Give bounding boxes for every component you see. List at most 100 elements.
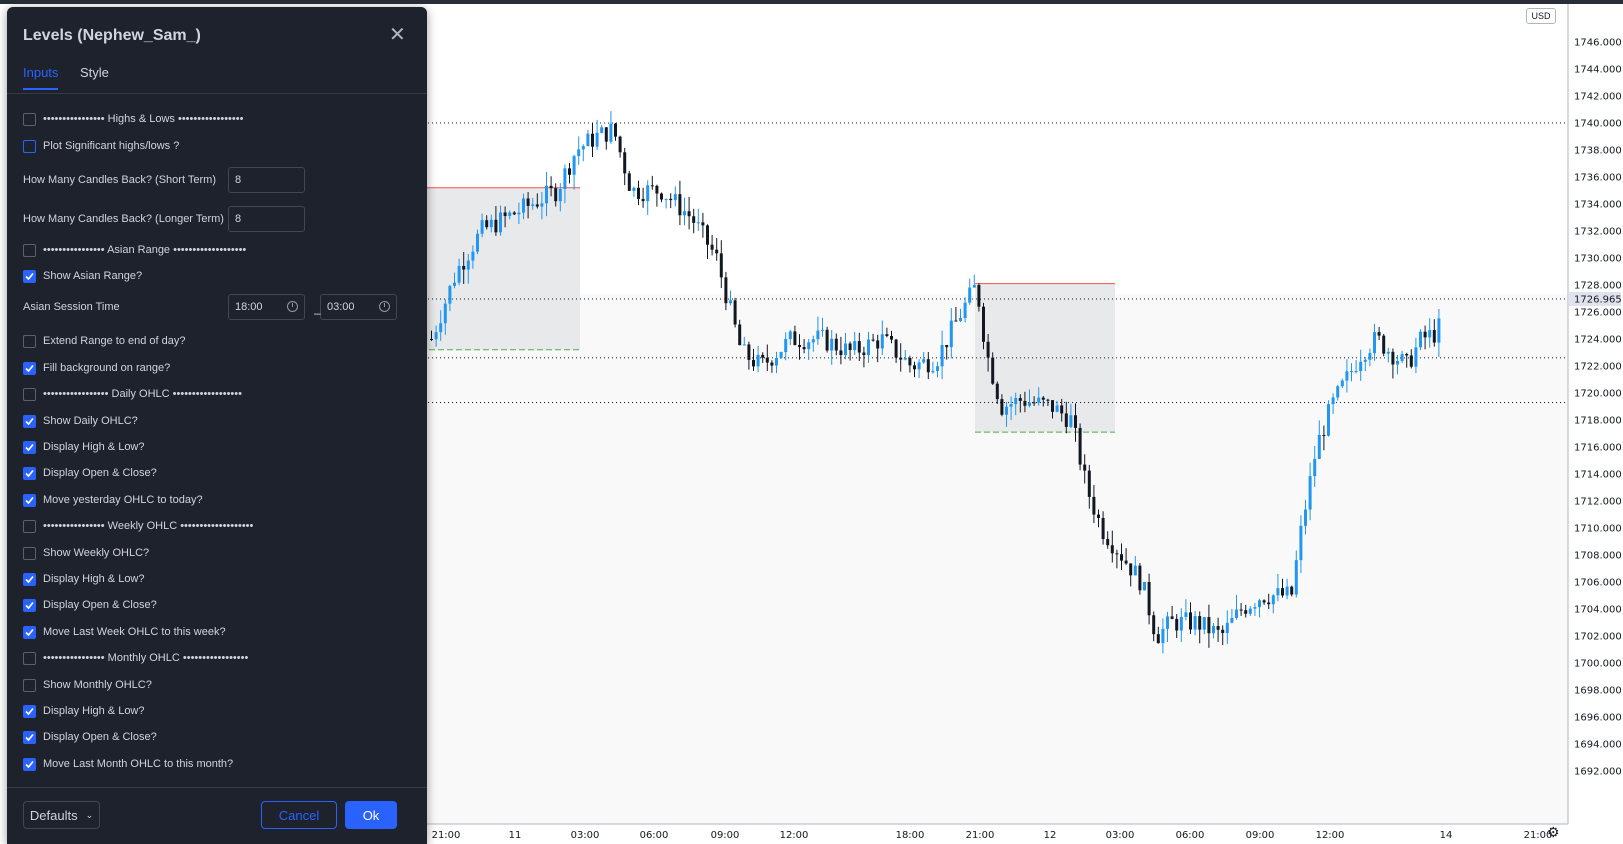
candle-body[interactable] [1064, 413, 1068, 427]
candle-body[interactable] [1152, 615, 1156, 635]
candle-body[interactable] [867, 339, 870, 356]
candle-body[interactable] [1409, 355, 1413, 367]
close-icon[interactable]: ✕ [389, 24, 406, 46]
candle-body[interactable] [1267, 602, 1271, 605]
candle-body[interactable] [1046, 399, 1050, 401]
candle-body[interactable] [880, 334, 884, 349]
candle-body[interactable] [1005, 406, 1008, 415]
setting-row[interactable]: Display Open & Close? [23, 463, 157, 483]
candle-body[interactable] [1377, 332, 1381, 336]
checkbox[interactable] [23, 757, 36, 771]
checkbox[interactable] [23, 243, 36, 257]
candle-body[interactable] [1170, 616, 1174, 619]
candle-body[interactable] [1304, 509, 1307, 526]
candle-body[interactable] [641, 198, 645, 202]
candle-body[interactable] [604, 127, 608, 142]
setting-row[interactable]: Move Last Week OHLC to this week? [23, 622, 226, 642]
checkbox[interactable] [23, 414, 36, 428]
candle-body[interactable] [1055, 405, 1059, 412]
candle-body[interactable] [1363, 359, 1367, 362]
candle-body[interactable] [508, 212, 512, 217]
candle-body[interactable] [614, 123, 617, 137]
candle-body[interactable] [563, 168, 567, 189]
candle-body[interactable] [1037, 397, 1041, 403]
candle-body[interactable] [1032, 402, 1036, 404]
checkbox[interactable] [23, 651, 36, 665]
candle-body[interactable] [706, 225, 709, 245]
candle-body[interactable] [903, 357, 907, 360]
session-end-input[interactable]: 03:00 [320, 294, 397, 320]
checkbox[interactable] [23, 625, 36, 639]
candle-body[interactable] [1437, 318, 1441, 343]
checkbox[interactable] [23, 269, 36, 283]
candle-body[interactable] [1276, 588, 1280, 596]
candle-body[interactable] [701, 222, 705, 226]
candle-body[interactable] [503, 212, 507, 217]
candle-body[interactable] [788, 331, 792, 340]
currency-badge[interactable]: USD [1526, 8, 1556, 24]
candle-body[interactable] [660, 193, 663, 200]
candle-body[interactable] [986, 341, 990, 358]
candle-body[interactable] [1400, 353, 1404, 361]
candle-body[interactable] [747, 344, 751, 360]
checkbox[interactable] [23, 572, 36, 586]
candle-body[interactable] [1331, 397, 1335, 405]
candle-body[interactable] [692, 216, 696, 223]
setting-row[interactable]: Show Daily OHLC? [23, 411, 138, 431]
candle-body[interactable] [784, 339, 788, 353]
candle-body[interactable] [1230, 617, 1234, 623]
setting-row[interactable]: Fill background on range? [23, 358, 170, 378]
candle-body[interactable] [977, 285, 981, 307]
candle-body[interactable] [1359, 361, 1363, 371]
candle-body[interactable] [1336, 386, 1340, 398]
candle-body[interactable] [793, 331, 797, 345]
candle-body[interactable] [871, 339, 875, 341]
candle-body[interactable] [1014, 397, 1018, 405]
candle-body[interactable] [1414, 347, 1418, 367]
candle-body[interactable] [1193, 616, 1197, 630]
candle-body[interactable] [1350, 371, 1353, 373]
candle-body[interactable] [876, 340, 880, 349]
candle-body[interactable] [1166, 616, 1169, 629]
candle-body[interactable] [1106, 538, 1110, 546]
checkbox[interactable] [23, 519, 36, 533]
gear-icon[interactable]: ⚙ [1547, 824, 1560, 840]
candle-body[interactable] [1386, 351, 1390, 354]
setting-row[interactable]: ••••••••••••••••• Daily OHLC •••••••••••… [23, 384, 242, 404]
candle-body[interactable] [512, 212, 516, 215]
candle-body[interactable] [1354, 370, 1358, 372]
candle-body[interactable] [673, 194, 677, 201]
candle-body[interactable] [862, 352, 866, 356]
candle-body[interactable] [1083, 464, 1087, 471]
candle-body[interactable] [522, 198, 525, 213]
candle-body[interactable] [1092, 496, 1096, 515]
candle-body[interactable] [798, 344, 801, 348]
candle-body[interactable] [1308, 476, 1312, 510]
tab-style[interactable]: Style [80, 65, 109, 80]
candle-body[interactable] [1340, 380, 1344, 387]
candle-body[interactable] [752, 359, 755, 367]
candle-body[interactable] [1120, 554, 1123, 561]
candle-body[interactable] [899, 357, 903, 360]
candle-body[interactable] [1391, 351, 1395, 365]
candle-body[interactable] [802, 347, 806, 350]
candle-body[interactable] [535, 204, 539, 207]
candle-body[interactable] [453, 282, 456, 286]
candle-body[interactable] [669, 198, 673, 201]
candle-body[interactable] [733, 300, 737, 325]
candle-body[interactable] [687, 211, 691, 217]
session-start-input[interactable]: 18:00 [228, 294, 305, 320]
candle-body[interactable] [1244, 610, 1248, 614]
candle-body[interactable] [1299, 525, 1303, 561]
candle-body[interactable] [1396, 360, 1399, 365]
candle-body[interactable] [1179, 616, 1183, 631]
setting-row[interactable]: Display High & Low? [23, 701, 145, 721]
candle-body[interactable] [968, 287, 972, 303]
candle-body[interactable] [922, 359, 926, 363]
setting-row[interactable]: •••••••••••••••• Asian Range •••••••••••… [23, 240, 246, 260]
candle-body[interactable] [756, 354, 760, 367]
candle-body[interactable] [908, 357, 912, 366]
candle-body[interactable] [1074, 415, 1077, 428]
candle-body[interactable] [1069, 415, 1073, 427]
candle-body[interactable] [1271, 595, 1275, 605]
